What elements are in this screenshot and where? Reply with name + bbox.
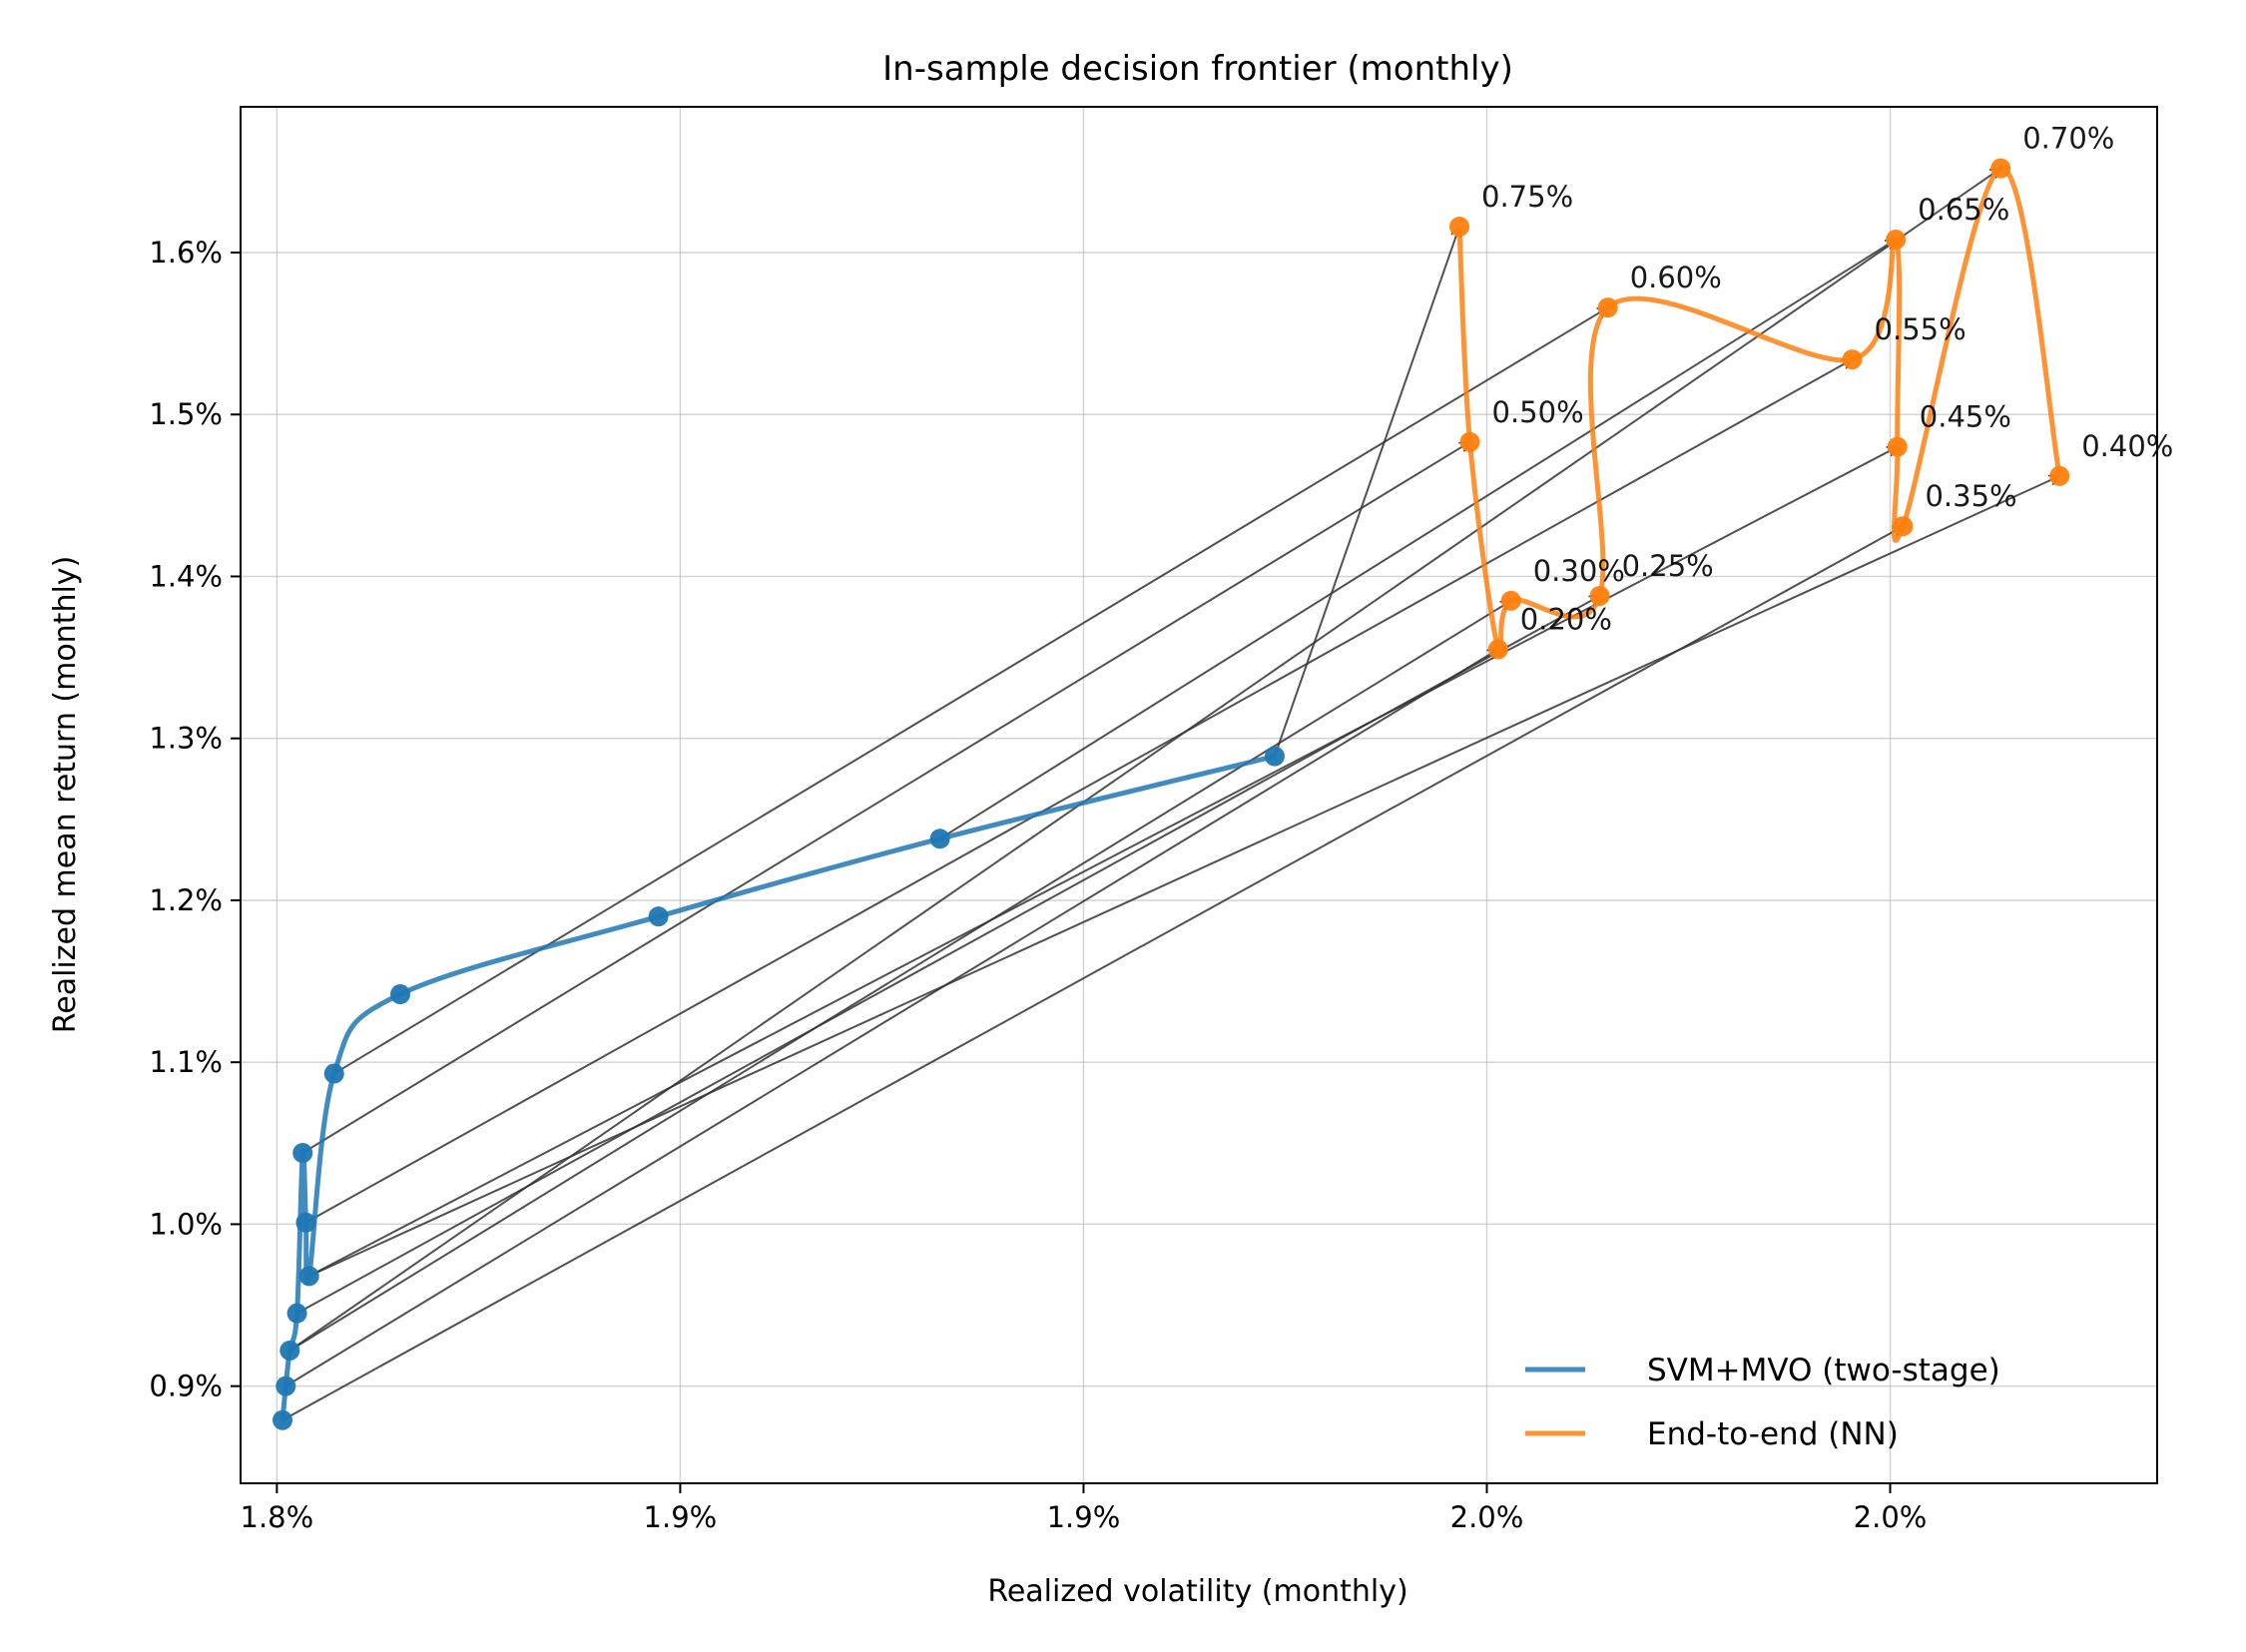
end-to-end-point: [1886, 230, 1907, 251]
svm-mvo-point: [323, 1063, 344, 1084]
frontier-arrow: [308, 476, 2060, 1278]
x-tick-label: 2.0%: [1854, 1500, 1928, 1534]
y-tick-label: 1.0%: [149, 1207, 223, 1241]
end-to-end-point: [2049, 465, 2070, 486]
point-label: 0.75%: [1481, 180, 1573, 214]
arrows: [281, 169, 2060, 1421]
frontier-arrow: [939, 240, 1897, 840]
frontier-arrow: [304, 358, 1852, 1224]
legend-label: SVM+MVO (two-stage): [1647, 1353, 2000, 1388]
y-tick-label: 1.2%: [149, 883, 223, 917]
point-label: 0.55%: [1875, 312, 1966, 346]
svm-mvo-point: [295, 1212, 316, 1233]
svm-mvo-point: [286, 1303, 307, 1324]
end-to-end-point: [1842, 349, 1863, 370]
point-label: 0.70%: [2022, 122, 2114, 156]
x-tick-label: 2.0%: [1450, 1500, 1524, 1534]
y-axis-label: Realized mean return (monthly): [48, 556, 83, 1034]
y-tick-label: 0.9%: [149, 1370, 223, 1403]
x-axis-label: Realized volatility (monthly): [987, 1574, 1407, 1609]
end-to-end-point: [1990, 158, 2011, 179]
svm-mvo-line: [280, 754, 1276, 1420]
point-label: 0.65%: [1918, 193, 2009, 227]
end-to-end-point: [1500, 590, 1521, 611]
legend: SVM+MVO (two-stage) End-to-end (NN): [1525, 1353, 2000, 1452]
frontier-arrow: [308, 445, 1898, 1278]
x-tick-label: 1.8%: [241, 1500, 314, 1534]
y-tick-label: 1.4%: [149, 559, 223, 593]
frontier-arrow: [301, 442, 1469, 1154]
point-label: 0.25%: [1622, 549, 1714, 583]
svm-mvo-point: [292, 1143, 313, 1164]
plot-frame: [240, 106, 2158, 1484]
svm-mvo-point: [280, 1340, 300, 1361]
svm-mvo-point: [276, 1376, 296, 1396]
y-tick-label: 1.3%: [149, 722, 223, 756]
point-label: 0.60%: [1630, 261, 1722, 294]
svm-mvo-point: [273, 1409, 293, 1430]
point-label: 0.40%: [2081, 429, 2173, 463]
svm-mvo-point: [298, 1266, 319, 1287]
end-to-end-point: [1487, 639, 1508, 660]
point-label: 0.20%: [1520, 602, 1612, 636]
end-to-end-point: [1597, 297, 1618, 318]
frontier-arrow: [284, 649, 1498, 1387]
series: [273, 158, 2070, 1430]
frontier-arrow: [288, 601, 1510, 1352]
frontier-arrow: [1274, 227, 1459, 757]
end-to-end-point: [1449, 217, 1470, 238]
svm-mvo-point: [648, 906, 669, 927]
end-to-end-point: [1893, 516, 1914, 537]
svm-mvo-point: [1264, 746, 1285, 767]
y-tick-label: 1.5%: [149, 397, 223, 431]
point-label: 0.35%: [1925, 479, 2016, 513]
x-tick-label: 1.9%: [1047, 1500, 1121, 1534]
end-to-end-point: [1459, 431, 1480, 452]
legend-label: End-to-end (NN): [1647, 1416, 1899, 1452]
svm-mvo-point: [390, 984, 410, 1005]
point-label: 0.50%: [1492, 395, 1584, 429]
y-tick-label: 1.6%: [149, 236, 223, 270]
grid: [241, 107, 2157, 1483]
end-to-end-point: [1589, 585, 1610, 606]
chart-title: In-sample decision frontier (monthly): [882, 49, 1513, 89]
end-to-end-point: [1887, 436, 1908, 457]
frontier-arrow: [281, 525, 1903, 1421]
y-tick-label: 1.1%: [149, 1045, 223, 1079]
svm-mvo-point: [929, 828, 950, 849]
ticks: 1.8% 1.9% 1.9% 2.0% 2.0% 0.9% 1.0% 1.1% 1.2% 1.3%…: [149, 236, 1927, 1534]
point-label: 0.45%: [1920, 400, 2011, 434]
point-label: 0.30%: [1533, 554, 1625, 588]
point-labels: 0.75% 0.50% 0.20% 0.30%0.25% 0.60% 0.55% 0.65%…: [1481, 122, 2173, 637]
x-tick-label: 1.9%: [644, 1500, 718, 1534]
